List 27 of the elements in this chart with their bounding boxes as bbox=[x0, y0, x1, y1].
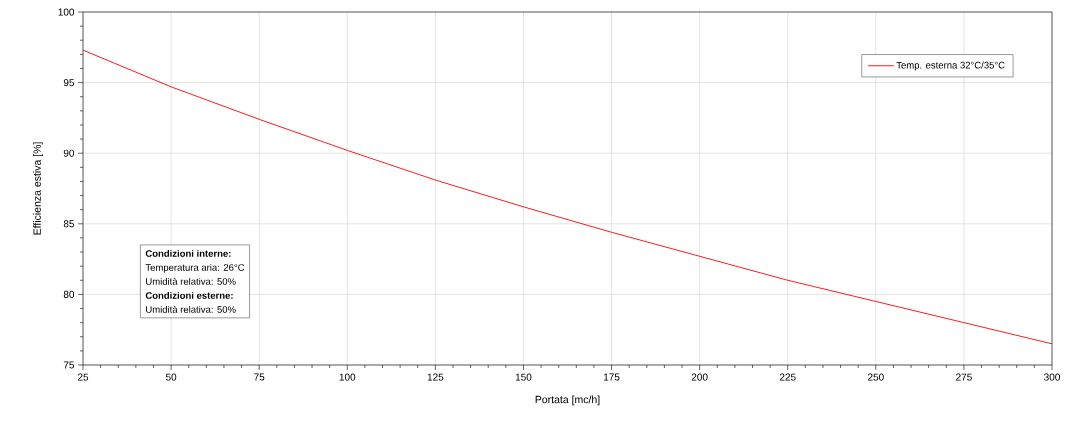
x-tick-label: 100 bbox=[339, 373, 356, 381]
x-tick-label: 150 bbox=[515, 373, 532, 381]
x-tick-label: 75 bbox=[254, 373, 265, 381]
y-tick-label: 95 bbox=[63, 79, 75, 87]
x-tick-label: 225 bbox=[779, 373, 796, 381]
annotation: Umidità relativa: 50% bbox=[146, 277, 236, 285]
annotation: Umidità relativa: 50% bbox=[146, 305, 236, 313]
annotation: Condizioni interne: bbox=[145, 249, 231, 257]
y-tick-label: 90 bbox=[63, 149, 75, 157]
y-axis-title: Efficienza estiva [%] bbox=[33, 142, 43, 235]
y-tick-label: 85 bbox=[63, 220, 75, 228]
annotation: Condizioni esterne: bbox=[145, 291, 233, 299]
y-tick-label: 75 bbox=[63, 361, 75, 369]
x-tick-label: 300 bbox=[1044, 373, 1060, 381]
x-tick-label: 200 bbox=[691, 373, 708, 381]
line-series bbox=[83, 49, 1053, 345]
x-tick-label: 275 bbox=[956, 373, 972, 381]
y-tick-label: 100 bbox=[58, 8, 75, 16]
x-tick-label: 125 bbox=[427, 373, 444, 381]
x-tick-label: 25 bbox=[77, 373, 89, 381]
x-axis-title: Portata [mc/h] bbox=[535, 395, 600, 406]
y-tick-label: 80 bbox=[63, 290, 75, 298]
x-tick-label: 50 bbox=[165, 373, 177, 381]
x-tick-label: 250 bbox=[867, 373, 884, 381]
legend-label: Temp. esterna 32°C/35°C bbox=[896, 61, 1005, 71]
annotation: Temperatura aria: 26°C bbox=[145, 263, 245, 273]
x-tick-label: 175 bbox=[603, 373, 620, 381]
